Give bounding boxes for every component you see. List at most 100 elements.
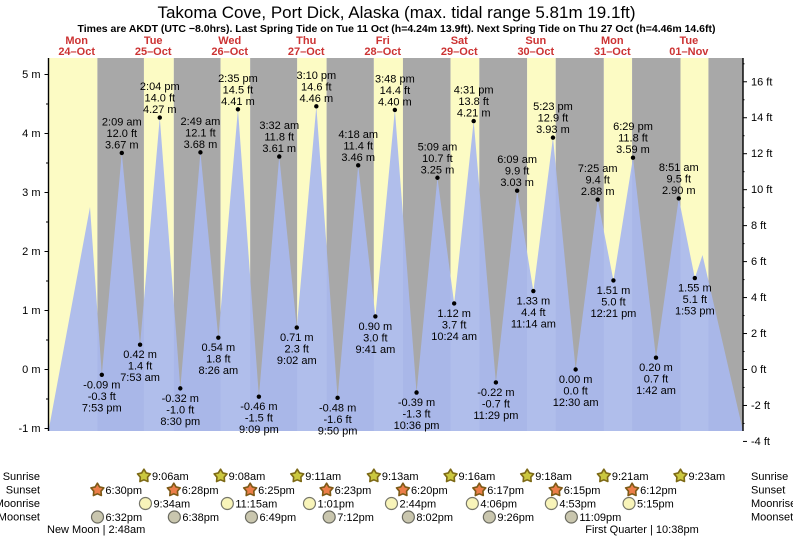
svg-text:0.7 ft: 0.7 ft [644, 374, 668, 386]
svg-text:4.27 m: 4.27 m [143, 104, 177, 116]
svg-text:5 m: 5 m [22, 69, 40, 81]
svg-text:1.55 m: 1.55 m [678, 283, 712, 295]
svg-text:4.21 m: 4.21 m [457, 108, 491, 120]
svg-text:7:25 am: 7:25 am [578, 163, 618, 175]
svg-text:Moonset: Moonset [751, 512, 793, 524]
svg-text:1:53 pm: 1:53 pm [675, 306, 715, 318]
svg-text:2:35 pm: 2:35 pm [218, 73, 258, 85]
svg-text:-1.6 ft: -1.6 ft [324, 414, 352, 426]
svg-text:9:34am: 9:34am [153, 499, 190, 511]
svg-text:8:51 am: 8:51 am [659, 162, 699, 174]
svg-text:1:01pm: 1:01pm [317, 499, 354, 511]
svg-text:3.25 m: 3.25 m [421, 164, 455, 176]
svg-text:9:50 pm: 9:50 pm [318, 425, 358, 437]
svg-text:2:04 pm: 2:04 pm [140, 81, 180, 93]
svg-text:1.4 ft: 1.4 ft [128, 361, 152, 373]
svg-text:6:25pm: 6:25pm [258, 485, 295, 497]
svg-text:4 m: 4 m [22, 128, 40, 140]
svg-text:3.61 m: 3.61 m [262, 143, 296, 155]
svg-text:9:11am: 9:11am [305, 471, 341, 483]
svg-text:4.4 ft: 4.4 ft [521, 307, 545, 319]
svg-text:3.67 m: 3.67 m [105, 139, 139, 151]
svg-text:9:08am: 9:08am [229, 471, 266, 483]
svg-text:0.71 m: 0.71 m [280, 332, 314, 344]
svg-text:6:23pm: 6:23pm [335, 485, 372, 497]
svg-text:6:28pm: 6:28pm [182, 485, 219, 497]
svg-text:11.8 ft: 11.8 ft [264, 132, 294, 144]
svg-text:3 m: 3 m [22, 187, 40, 199]
svg-text:3:10 pm: 3:10 pm [296, 70, 336, 82]
svg-text:4:53pm: 4:53pm [559, 499, 596, 511]
svg-text:28–Oct: 28–Oct [364, 46, 401, 58]
svg-text:7:12pm: 7:12pm [337, 512, 374, 524]
svg-text:0.0 ft: 0.0 ft [563, 386, 587, 398]
svg-text:6:17pm: 6:17pm [487, 485, 524, 497]
svg-text:6:15pm: 6:15pm [564, 485, 601, 497]
svg-text:5:23 pm: 5:23 pm [533, 101, 573, 113]
svg-text:3.7 ft: 3.7 ft [442, 319, 466, 331]
svg-text:29–Oct: 29–Oct [441, 46, 478, 58]
svg-text:3.59 m: 3.59 m [616, 144, 650, 156]
svg-text:4.41 m: 4.41 m [221, 96, 255, 108]
svg-text:5.1 ft: 5.1 ft [683, 294, 707, 306]
svg-text:4.46 m: 4.46 m [300, 93, 334, 105]
svg-text:13.8 ft: 13.8 ft [458, 96, 489, 108]
svg-text:New Moon | 2:48am: New Moon | 2:48am [47, 524, 145, 536]
svg-text:10:24 am: 10:24 am [431, 331, 477, 343]
svg-text:14.6 ft: 14.6 ft [301, 81, 332, 93]
svg-text:6:09 am: 6:09 am [497, 154, 537, 166]
svg-text:2:44pm: 2:44pm [399, 499, 436, 511]
svg-text:Sunrise: Sunrise [3, 471, 40, 483]
svg-text:4 ft: 4 ft [751, 292, 766, 304]
svg-text:2.90 m: 2.90 m [662, 185, 696, 197]
svg-text:9:13am: 9:13am [382, 471, 419, 483]
svg-text:1.12 m: 1.12 m [437, 308, 471, 320]
svg-text:0.54 m: 0.54 m [202, 342, 236, 354]
svg-text:7:53 pm: 7:53 pm [82, 402, 122, 414]
svg-text:3.03 m: 3.03 m [500, 177, 534, 189]
svg-text:4:18 am: 4:18 am [338, 129, 378, 141]
svg-text:9:23am: 9:23am [688, 471, 725, 483]
svg-text:12.0 ft: 12.0 ft [107, 128, 138, 140]
svg-text:16 ft: 16 ft [751, 76, 772, 88]
svg-text:6:38pm: 6:38pm [182, 512, 219, 524]
svg-text:27–Oct: 27–Oct [288, 46, 325, 58]
svg-text:14 ft: 14 ft [751, 112, 772, 124]
svg-text:10 ft: 10 ft [751, 184, 772, 196]
svg-text:-0.32 m: -0.32 m [162, 393, 199, 405]
svg-text:9:21am: 9:21am [612, 471, 649, 483]
svg-text:7:53 am: 7:53 am [120, 372, 160, 384]
svg-text:-0.46 m: -0.46 m [240, 401, 277, 413]
svg-text:4:06pm: 4:06pm [480, 499, 517, 511]
svg-text:-0.39 m: -0.39 m [398, 397, 435, 409]
svg-text:9:18am: 9:18am [535, 471, 572, 483]
svg-text:12.9 ft: 12.9 ft [538, 113, 569, 125]
svg-text:0.20 m: 0.20 m [639, 362, 673, 374]
svg-text:2 m: 2 m [22, 246, 40, 258]
svg-text:-2 ft: -2 ft [751, 400, 770, 412]
svg-text:8:30 pm: 8:30 pm [160, 416, 200, 428]
svg-text:6:29 pm: 6:29 pm [613, 121, 653, 133]
svg-text:8:26 am: 8:26 am [198, 365, 238, 377]
svg-text:9.9 ft: 9.9 ft [505, 166, 529, 178]
svg-text:1 m: 1 m [22, 305, 40, 317]
svg-text:11:29 pm: 11:29 pm [473, 410, 518, 422]
svg-text:10:36 pm: 10:36 pm [394, 420, 440, 432]
svg-text:1:42 am: 1:42 am [636, 385, 676, 397]
svg-text:24–Oct: 24–Oct [58, 46, 95, 58]
svg-text:11:14 am: 11:14 am [511, 319, 556, 331]
svg-text:9:06am: 9:06am [152, 471, 189, 483]
svg-text:2.3 ft: 2.3 ft [285, 344, 309, 356]
svg-text:-4 ft: -4 ft [751, 436, 770, 448]
svg-text:31–Oct: 31–Oct [594, 46, 631, 58]
svg-text:14.5 ft: 14.5 ft [223, 84, 254, 96]
svg-text:12.1 ft: 12.1 ft [185, 127, 216, 139]
svg-text:6:30pm: 6:30pm [105, 485, 142, 497]
svg-text:30–Oct: 30–Oct [517, 46, 554, 58]
svg-text:0 ft: 0 ft [751, 364, 766, 376]
svg-text:-0.09 m: -0.09 m [83, 379, 120, 391]
svg-text:5:15pm: 5:15pm [637, 499, 674, 511]
svg-text:12:30 am: 12:30 am [553, 397, 599, 409]
svg-text:11.4 ft: 11.4 ft [343, 140, 373, 152]
svg-text:Moonrise: Moonrise [0, 498, 40, 510]
